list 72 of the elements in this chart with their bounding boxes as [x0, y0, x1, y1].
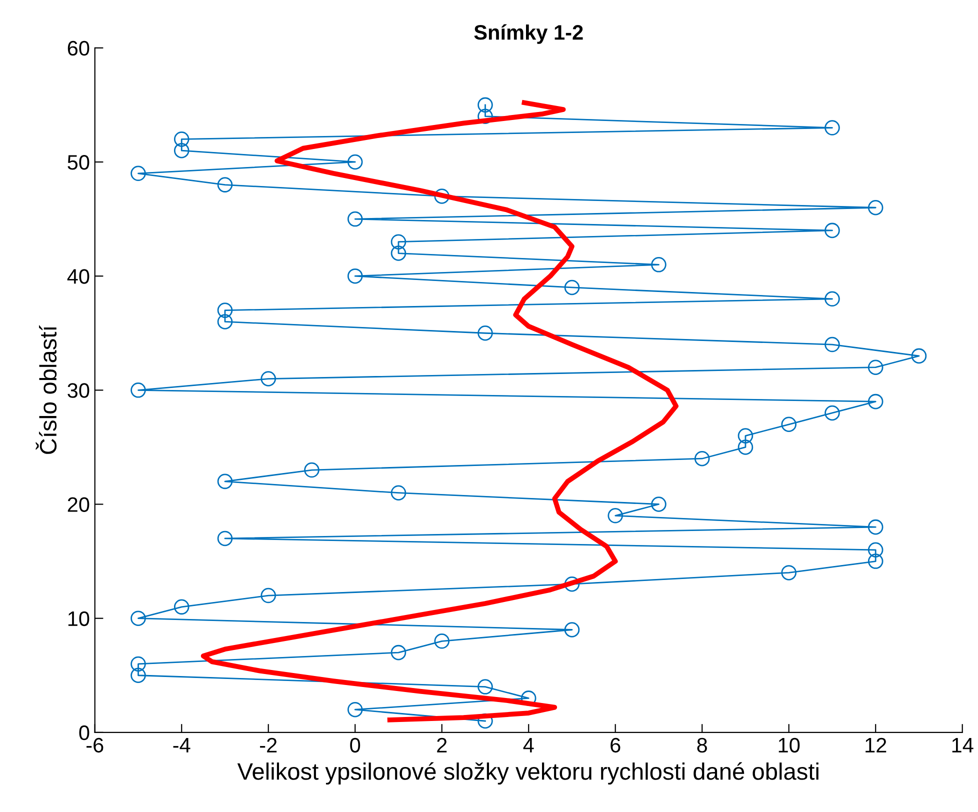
point [478, 679, 493, 694]
point [390, 234, 406, 250]
point [824, 120, 840, 136]
point [868, 519, 884, 535]
x-tick-label: 0 [350, 738, 360, 753]
point [130, 656, 146, 672]
point [781, 565, 796, 580]
point [608, 508, 623, 524]
point [174, 599, 190, 615]
point [868, 200, 884, 216]
point [347, 154, 363, 170]
y-tick-label: 10 [68, 611, 90, 626]
point [564, 622, 580, 638]
x-tick-label: -4 [173, 738, 190, 752]
point [217, 177, 233, 192]
point [564, 576, 580, 592]
point [868, 360, 884, 375]
point [260, 588, 276, 604]
point [347, 702, 363, 718]
point [564, 280, 580, 296]
x-tick-label: -2 [260, 738, 277, 752]
y-tick-label: 60 [68, 40, 90, 56]
point [478, 97, 493, 113]
point [781, 416, 796, 432]
point [347, 211, 363, 227]
point [738, 428, 754, 444]
x-tick-label: 14 [952, 738, 974, 752]
point [868, 394, 884, 410]
point [651, 496, 666, 512]
point [911, 348, 927, 364]
y-tick-label: 40 [67, 269, 90, 284]
point [304, 462, 320, 478]
point [824, 405, 840, 421]
point [347, 268, 363, 284]
x-tick-label: 12 [866, 738, 886, 752]
point [824, 222, 840, 238]
point [174, 132, 190, 147]
point [390, 246, 406, 261]
point [434, 634, 450, 649]
point [738, 440, 754, 455]
point [390, 485, 406, 500]
point [217, 474, 233, 490]
x-tick-label: 10 [778, 738, 800, 753]
point [260, 371, 276, 386]
point [130, 668, 146, 684]
point [217, 302, 233, 318]
x-tick-label: 2 [437, 738, 447, 752]
chart-title: Snímky 1-2 [474, 24, 583, 44]
y-tick-label: 30 [68, 383, 90, 398]
point [694, 450, 710, 466]
point [868, 542, 884, 558]
x-tick-label: 4 [523, 738, 534, 752]
point [130, 166, 146, 182]
y-tick-label: 20 [68, 497, 90, 512]
point [824, 336, 840, 352]
point [130, 382, 146, 398]
x-tick-label: 8 [697, 738, 707, 753]
point [390, 644, 406, 660]
point [217, 530, 233, 546]
point [217, 314, 233, 330]
point [434, 188, 450, 204]
line-series [200, 100, 679, 722]
x-tick-label: 6 [610, 738, 620, 753]
point [824, 291, 840, 307]
point [868, 554, 884, 569]
point [478, 325, 493, 341]
y-axis-title: Číslo oblastí [36, 325, 57, 454]
point [130, 610, 146, 626]
y-tick-label: 50 [68, 154, 90, 170]
point [174, 142, 190, 158]
point [651, 257, 666, 272]
x-axis-title: Velikost ypsilonové složky vektoru rychlosti dané oblasti [237, 762, 818, 785]
